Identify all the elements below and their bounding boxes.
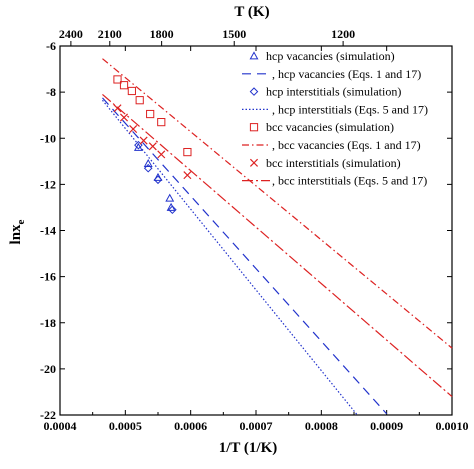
legend-marker-0	[249, 51, 259, 60]
x-tick-label: 0.0007	[240, 419, 273, 433]
series-2-point	[143, 163, 153, 173]
series-6-point-stroke	[120, 113, 129, 122]
x-tick-label: 0.0004	[44, 419, 77, 433]
plot-frame	[59, 45, 453, 416]
y-tick-label: -8	[46, 85, 56, 99]
series-5-line	[102, 58, 453, 349]
top-tick-label: 2100	[98, 27, 122, 41]
x-tick-label: 0.0008	[305, 419, 338, 433]
series-6-point-stroke	[183, 171, 192, 180]
legend-marker-4	[249, 123, 259, 132]
series-6-point	[157, 150, 166, 159]
series-6-point-stroke	[139, 136, 148, 145]
series	[102, 58, 453, 416]
series-0-point	[165, 193, 175, 202]
y-tick-label: -14	[40, 224, 56, 238]
y-tick-label: -18	[40, 316, 56, 330]
series-6-point	[120, 113, 129, 122]
y-axis-title-subscript: e	[15, 219, 27, 224]
legend-label-0: hcp vacancies (simulation)	[266, 49, 395, 63]
legend: hcp vacancies (simulation) , hcp vacancie…	[242, 49, 428, 188]
x-tick-label: 0.0005	[109, 419, 142, 433]
legend-label-6: bcc interstitials (simulation)	[266, 156, 401, 170]
series-6-point	[129, 125, 138, 134]
tick-labels: 0.0004 0.0005 0.0006 0.0007 0.0008 0.0009 0.00…	[40, 27, 469, 433]
y-tick-label: -10	[40, 131, 56, 145]
legend-label-4: bcc vacancies (simulation)	[266, 120, 394, 134]
top-tick-label: 1800	[150, 27, 174, 41]
series-6-point-stroke	[148, 142, 157, 151]
series-2-point	[168, 205, 177, 215]
y-axis-title: lnxe	[8, 219, 27, 244]
series-0-point	[153, 172, 163, 181]
series-6-point-stroke	[157, 150, 166, 159]
top-tick-label: 1500	[222, 27, 246, 41]
series-6-point	[139, 136, 148, 145]
legend-marker-2	[249, 87, 259, 96]
legend-label-5: , bcc vacancies (Eqs. 1 and 17)	[272, 138, 421, 152]
legend-label-3: , hcp interstitials (Eqs. 5 and 17)	[272, 102, 428, 116]
y-tick-label: -22	[40, 408, 56, 422]
series-6-point	[183, 171, 192, 180]
series-6-point	[148, 142, 157, 151]
y-tick-label: -6	[46, 39, 56, 53]
ticks	[59, 41, 453, 416]
series-7-line	[102, 93, 453, 398]
series-4-point	[146, 109, 155, 119]
series-3-line	[102, 99, 358, 416]
x-tick-label: 0.0009	[370, 419, 403, 433]
series-6-point-stroke	[113, 104, 122, 113]
y-tick-label: -12	[40, 177, 56, 191]
legend-marker-6-stroke	[249, 158, 259, 167]
legend-label-7: , bcc interstitials (Eqs. 5 and 17)	[272, 174, 427, 188]
series-2-point	[153, 175, 163, 185]
top-axis-title: T (K)	[234, 4, 269, 20]
series-4-point	[113, 75, 122, 84]
series-1-line	[102, 97, 388, 415]
series-4-point	[127, 86, 136, 96]
y-tick-label: -16	[40, 270, 56, 284]
series-6-point-stroke	[129, 125, 138, 134]
top-tick-label: 1200	[331, 27, 355, 41]
legend-marker-6	[249, 158, 259, 167]
series-4-point	[135, 96, 144, 105]
x-tick-label: 0.0010	[436, 419, 469, 433]
series-4-point	[119, 81, 129, 90]
y-tick-label: -20	[40, 362, 56, 376]
x-axis-title: 1/T (1/K)	[219, 440, 277, 456]
series-4-point	[157, 118, 166, 127]
x-tick-label: 0.0006	[174, 419, 207, 433]
top-tick-label: 2400	[59, 27, 83, 41]
series-0-point	[143, 158, 153, 167]
series-4-point	[183, 147, 192, 157]
series-6-point	[113, 104, 122, 113]
legend-label-2: hcp interstitials (simulation)	[266, 85, 401, 99]
y-axis-title-main: lnx	[8, 224, 24, 245]
legend-label-1: , hcp vacancies (Eqs. 1 and 17)	[272, 67, 421, 81]
